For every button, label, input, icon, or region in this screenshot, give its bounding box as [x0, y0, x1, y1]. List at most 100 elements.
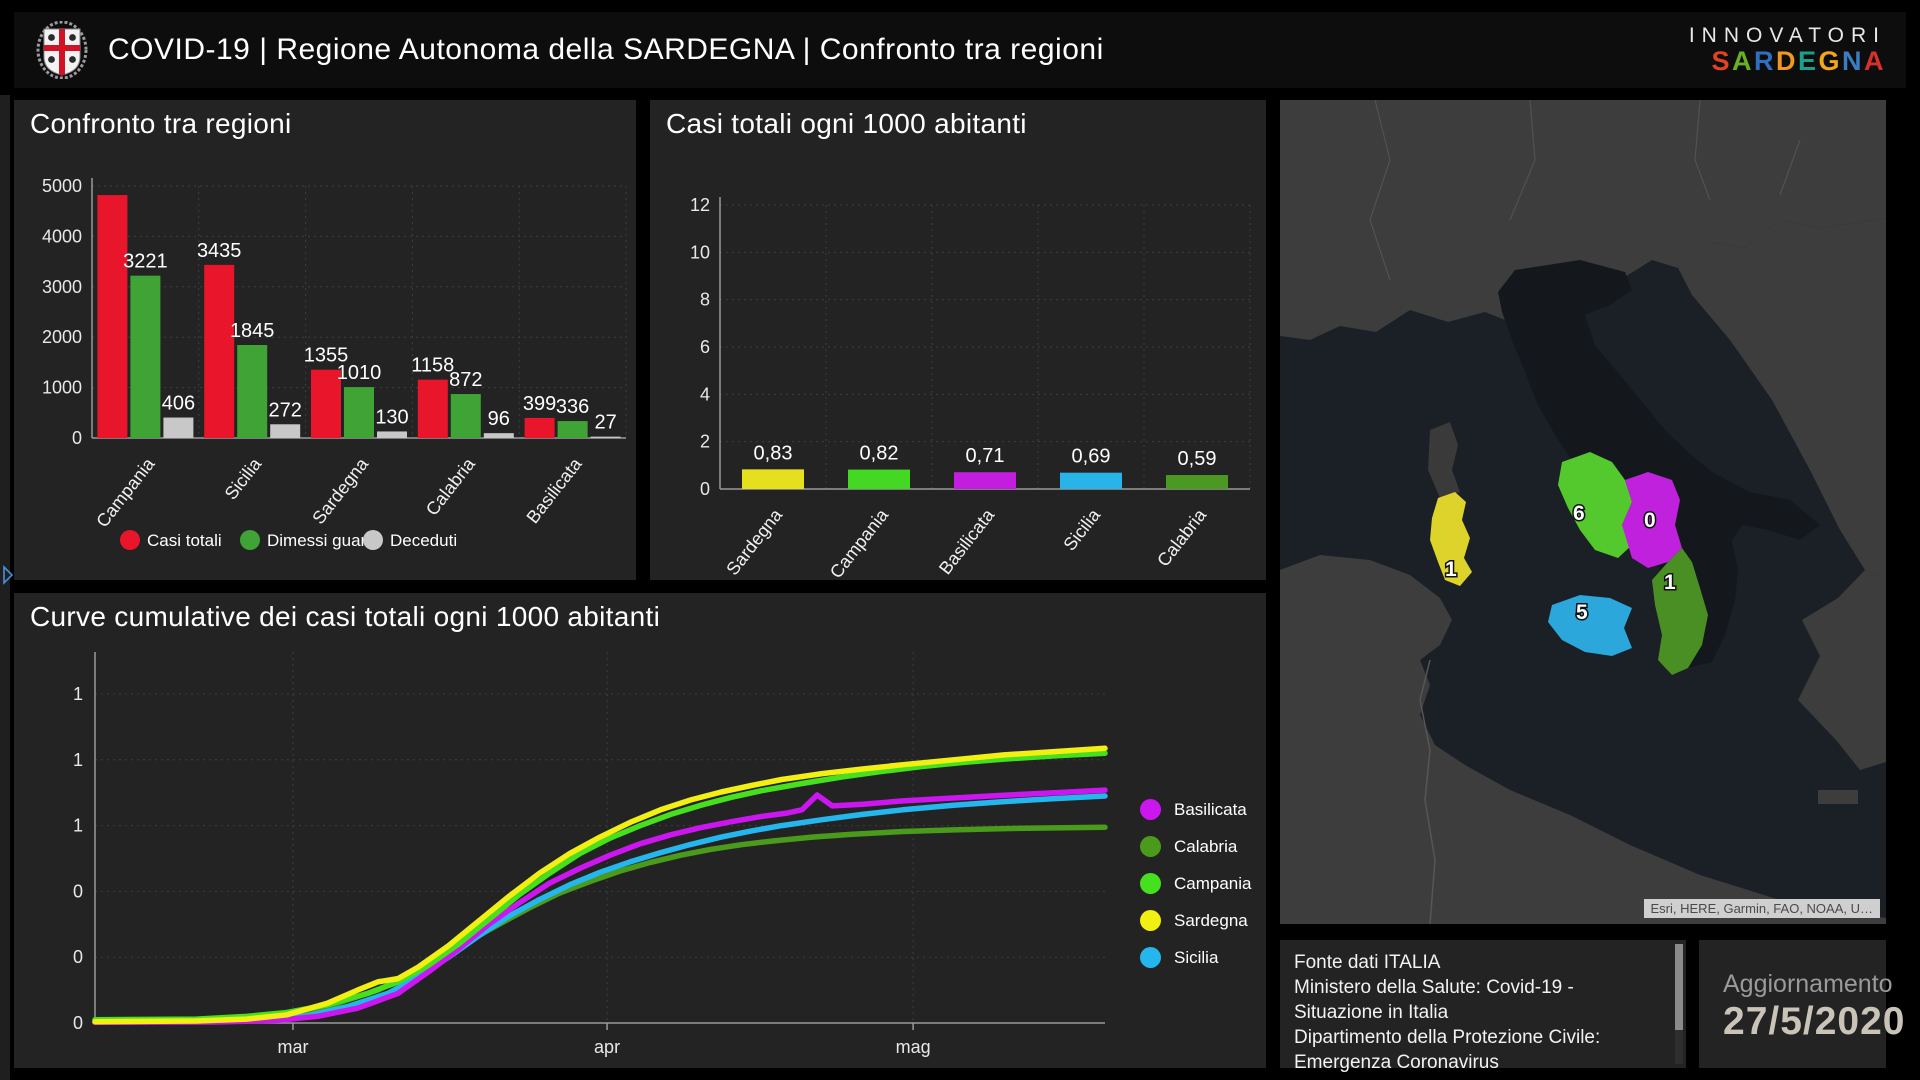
x-tick: apr — [594, 1037, 620, 1057]
line-chart-legend: Basilicata Calabria Campania Sardegna Sicili… — [1140, 791, 1252, 976]
y-tick: 12 — [690, 195, 710, 215]
map-label-sicilia: 5 — [1576, 601, 1588, 624]
panel-map[interactable]: 1 6 0 5 1 Esri, HERE, Garmin, FAO, NOAA,… — [1280, 100, 1886, 924]
legend-swatch — [363, 530, 383, 550]
panel-confronto-tra-regioni: Confronto tra regioni 0 1000 2000 3000 4000 5… — [14, 100, 636, 580]
brand-letter: R — [1753, 45, 1776, 76]
per-capita-bar-chart: 0 2 4 6 8 10 12 0,83 Sardegna 0,82 Campania 0,71 Bas… — [690, 195, 1251, 580]
brand-letter: E — [1797, 45, 1819, 76]
bar-campania-0 — [97, 195, 128, 438]
bar-value-label: 272 — [269, 399, 302, 421]
y-tick: 0 — [73, 881, 83, 901]
y-tick: 0 — [700, 479, 710, 499]
x-category-label: Sardegna — [722, 504, 786, 579]
bar-sicilia-0 — [204, 264, 235, 438]
x-category-label: Calabria — [1153, 504, 1211, 570]
bar-basilicata-2 — [590, 436, 621, 438]
bar-basilicata-1 — [557, 421, 588, 438]
bar-value-label: 96 — [488, 408, 510, 430]
scrollbar-thumb[interactable] — [1675, 944, 1683, 1031]
bar-sardegna — [742, 469, 804, 489]
bar-value-label: 3435 — [197, 240, 242, 262]
legend-item-sardegna: Sardegna — [1140, 902, 1252, 939]
brand-line-innovatori: INNOVATORI — [1688, 23, 1886, 47]
line-campania — [92, 750, 1108, 1023]
map-land-balkans — [1678, 218, 1886, 580]
y-tick: 6 — [700, 337, 710, 357]
update-date: 27/5/2020 — [1723, 1000, 1906, 1043]
update-label: Aggiornamento — [1723, 970, 1893, 998]
bar-value-label: 406 — [162, 393, 195, 415]
map-border-tunisia — [1419, 659, 1436, 924]
x-category-label: Campania — [826, 504, 893, 580]
map-label-basilicata: 0 — [1644, 509, 1656, 532]
y-tick: 1 — [73, 750, 83, 770]
legend-item-campania: Campania — [1140, 865, 1252, 902]
legend-label: Sicilia — [1174, 947, 1219, 967]
legend-item-sicilia: Sicilia — [1140, 939, 1252, 976]
page-title: COVID-19 | Regione Autonoma della SARDEG… — [108, 33, 1104, 66]
legend-swatch — [1140, 799, 1161, 820]
line-sardegna — [92, 745, 1108, 1025]
brand-letter: A — [1864, 45, 1886, 76]
bar-value-label: 872 — [449, 369, 482, 391]
scrollbar-track[interactable] — [1675, 944, 1683, 1064]
legend-item-basilicata: Basilicata — [1140, 791, 1252, 828]
map-region-sardegna[interactable] — [1430, 492, 1472, 586]
x-tick: mar — [277, 1037, 308, 1057]
bar-calabria-1 — [450, 394, 481, 438]
y-tick: 1 — [73, 684, 83, 704]
y-tick: 3000 — [42, 277, 82, 297]
x-category-label: Basilicata — [935, 504, 999, 578]
y-tick: 0 — [73, 947, 83, 967]
fonte-line-3: Dipartimento della Protezione Civile: Em… — [1294, 1027, 1601, 1074]
bar-value-label: 0,82 — [860, 443, 899, 465]
x-category-label: Basilicata — [523, 453, 587, 527]
brand-line-sardegna: SARDEGNA — [1689, 47, 1886, 75]
x-category-label: Campania — [92, 453, 159, 531]
bar-value-label: 1845 — [230, 320, 275, 342]
brand-letter: N — [1842, 45, 1864, 76]
legend-label: Calabria — [1174, 836, 1238, 856]
italy-regions-map[interactable]: 1 6 0 5 1 — [1280, 100, 1886, 924]
panel-fonte-dati: Fonte dati ITALIA Ministero della Salute… — [1280, 940, 1686, 1073]
sardegna-crest-logo — [36, 21, 88, 79]
map-region-basilicata[interactable] — [1622, 472, 1682, 568]
bar-sardegna-1 — [344, 387, 374, 438]
map-region-calabria[interactable] — [1652, 548, 1708, 675]
legend-swatch — [1140, 873, 1161, 894]
legend-label: Dimessi guariti — [267, 531, 378, 550]
bar-basilicata-0 — [524, 417, 555, 438]
legend-label: Campania — [1174, 873, 1252, 893]
bar-value-label: 130 — [375, 406, 408, 428]
y-tick: 0 — [73, 1013, 83, 1033]
bar-basilicata — [954, 472, 1016, 489]
bar-sicilia-2 — [270, 424, 301, 438]
expand-panel-chevron-icon[interactable] — [0, 563, 16, 587]
fonte-line-1: Fonte dati ITALIA — [1294, 952, 1441, 973]
bar-value-label: 1158 — [411, 355, 454, 377]
bar-value-label: 1355 — [304, 345, 349, 367]
bar-calabria — [1166, 475, 1228, 489]
cumulative-line-chart: 1 1 1 0 0 0 mar apr mag — [73, 652, 1108, 1057]
y-tick: 2 — [700, 432, 710, 452]
map-land-europe — [1280, 100, 1886, 340]
map-region-sicilia[interactable] — [1548, 595, 1632, 656]
line-calabria — [92, 824, 1108, 1026]
bar-value-label: 0,59 — [1178, 448, 1217, 470]
map-land-corsica — [1428, 422, 1460, 498]
x-category-label: Calabria — [422, 453, 480, 519]
legend-label: Deceduti — [390, 531, 457, 550]
x-tick: mag — [896, 1037, 931, 1057]
y-tick: 8 — [700, 290, 710, 310]
map-region-campania[interactable] — [1558, 452, 1632, 558]
x-category-label: Sicilia — [1059, 504, 1104, 554]
legend-swatch — [1140, 836, 1161, 857]
fonte-line-2: Ministero della Salute: Covid-19 - Situa… — [1294, 977, 1574, 1024]
y-tick: 10 — [690, 242, 710, 262]
legend-label: Basilicata — [1174, 799, 1247, 819]
y-tick: 5000 — [42, 176, 82, 196]
line-sicilia — [92, 793, 1108, 1025]
panel-casi-per-1000: Casi totali ogni 1000 abitanti 0 2 4 6 8 10 12… — [650, 100, 1266, 580]
bar-sardegna-0 — [311, 369, 341, 438]
